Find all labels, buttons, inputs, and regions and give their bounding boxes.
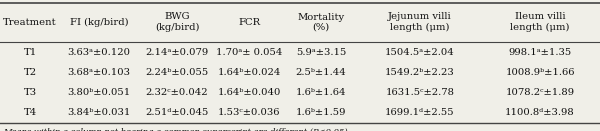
Text: 1078.2ᶜ±1.89: 1078.2ᶜ±1.89 xyxy=(505,88,575,97)
Text: 1.70ᵃ± 0.054: 1.70ᵃ± 0.054 xyxy=(216,48,282,57)
Text: Mortality
(%): Mortality (%) xyxy=(298,13,344,32)
Text: 1.53ᶜ±0.036: 1.53ᶜ±0.036 xyxy=(218,108,280,118)
Text: Jejunum villi
length (μm): Jejunum villi length (μm) xyxy=(388,12,452,32)
Text: 1100.8ᵈ±3.98: 1100.8ᵈ±3.98 xyxy=(505,108,575,118)
Text: 1631.5ᶜ±2.78: 1631.5ᶜ±2.78 xyxy=(386,88,455,97)
Text: 3.63ᵃ±0.120: 3.63ᵃ±0.120 xyxy=(67,48,131,57)
Text: 1504.5ᵃ±2.04: 1504.5ᵃ±2.04 xyxy=(385,48,455,57)
Text: 3.84ᵇ±0.031: 3.84ᵇ±0.031 xyxy=(67,108,131,118)
Text: 1.64ᵇ±0.024: 1.64ᵇ±0.024 xyxy=(217,68,281,77)
Text: Ileum villi
length (μm): Ileum villi length (μm) xyxy=(510,12,570,32)
Text: 5.9ᵃ±3.15: 5.9ᵃ±3.15 xyxy=(296,48,346,57)
Text: 1549.2ᵇ±2.23: 1549.2ᵇ±2.23 xyxy=(385,68,455,77)
Text: T2: T2 xyxy=(23,68,37,77)
Text: 3.68ᵃ±0.103: 3.68ᵃ±0.103 xyxy=(67,68,131,77)
Text: Treatment: Treatment xyxy=(3,18,57,27)
Text: 2.24ᵇ±0.055: 2.24ᵇ±0.055 xyxy=(145,68,209,77)
Text: Means within a column not bearing a common superscript are different (P<0.05): Means within a column not bearing a comm… xyxy=(3,128,347,131)
Text: 1008.9ᵇ±1.66: 1008.9ᵇ±1.66 xyxy=(505,68,575,77)
Text: T3: T3 xyxy=(23,88,37,97)
Text: 1.64ᵇ±0.040: 1.64ᵇ±0.040 xyxy=(217,88,281,97)
Text: 1.6ᵇ±1.64: 1.6ᵇ±1.64 xyxy=(296,88,346,97)
Text: 2.5ᵇ±1.44: 2.5ᵇ±1.44 xyxy=(296,68,346,77)
Text: T4: T4 xyxy=(23,108,37,118)
Text: 3.80ᵇ±0.051: 3.80ᵇ±0.051 xyxy=(67,88,131,97)
Text: FI (kg/bird): FI (kg/bird) xyxy=(70,18,128,27)
Text: T1: T1 xyxy=(23,48,37,57)
Text: 1699.1ᵈ±2.55: 1699.1ᵈ±2.55 xyxy=(385,108,455,118)
Text: 998.1ᵃ±1.35: 998.1ᵃ±1.35 xyxy=(508,48,572,57)
Text: 1.6ᵇ±1.59: 1.6ᵇ±1.59 xyxy=(296,108,346,118)
Text: 2.51ᵈ±0.045: 2.51ᵈ±0.045 xyxy=(145,108,209,118)
Text: 2.32ᶜ±0.042: 2.32ᶜ±0.042 xyxy=(146,88,208,97)
Text: FCR: FCR xyxy=(238,18,260,27)
Text: BWG
(kg/bird): BWG (kg/bird) xyxy=(155,12,199,32)
Text: 2.14ᵃ±0.079: 2.14ᵃ±0.079 xyxy=(145,48,209,57)
